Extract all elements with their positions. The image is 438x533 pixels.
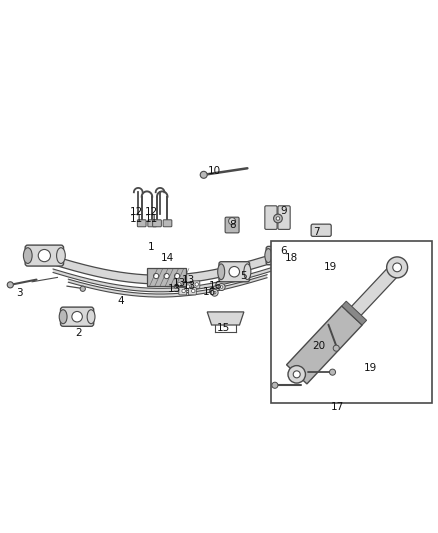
Polygon shape xyxy=(68,274,267,297)
Circle shape xyxy=(272,382,278,389)
Circle shape xyxy=(80,286,85,292)
FancyBboxPatch shape xyxy=(179,287,187,295)
Circle shape xyxy=(333,345,339,351)
FancyBboxPatch shape xyxy=(278,206,290,229)
Polygon shape xyxy=(347,263,402,320)
Circle shape xyxy=(274,214,283,223)
Circle shape xyxy=(195,282,198,286)
Ellipse shape xyxy=(218,264,225,280)
Text: 15: 15 xyxy=(217,322,230,333)
FancyBboxPatch shape xyxy=(138,220,146,227)
Text: 12: 12 xyxy=(129,207,143,217)
Circle shape xyxy=(211,289,218,296)
FancyBboxPatch shape xyxy=(25,245,64,266)
Circle shape xyxy=(387,257,408,278)
Ellipse shape xyxy=(59,310,67,324)
Circle shape xyxy=(153,273,159,279)
Circle shape xyxy=(182,289,185,293)
Ellipse shape xyxy=(87,310,95,324)
Ellipse shape xyxy=(57,248,65,263)
FancyBboxPatch shape xyxy=(311,224,331,236)
FancyBboxPatch shape xyxy=(192,281,200,288)
FancyBboxPatch shape xyxy=(188,287,196,295)
Circle shape xyxy=(72,311,82,322)
Ellipse shape xyxy=(265,248,272,263)
FancyBboxPatch shape xyxy=(174,281,182,288)
Circle shape xyxy=(186,285,190,288)
FancyBboxPatch shape xyxy=(219,262,250,282)
Circle shape xyxy=(200,171,207,179)
FancyBboxPatch shape xyxy=(266,246,298,265)
Text: 12: 12 xyxy=(145,207,158,217)
Bar xyxy=(148,268,186,287)
Polygon shape xyxy=(38,251,283,284)
Text: 13: 13 xyxy=(173,278,186,288)
Circle shape xyxy=(164,273,169,279)
Text: 20: 20 xyxy=(312,341,325,351)
FancyBboxPatch shape xyxy=(60,307,94,326)
Text: 9: 9 xyxy=(280,206,287,216)
Circle shape xyxy=(277,251,288,261)
Polygon shape xyxy=(286,306,362,384)
Circle shape xyxy=(288,366,305,383)
Circle shape xyxy=(293,371,300,378)
Text: 1: 1 xyxy=(148,242,155,252)
Circle shape xyxy=(220,286,223,288)
Text: 16: 16 xyxy=(209,281,222,291)
Circle shape xyxy=(7,282,13,288)
Circle shape xyxy=(174,273,180,279)
FancyBboxPatch shape xyxy=(265,206,277,229)
Text: 5: 5 xyxy=(240,271,246,281)
Circle shape xyxy=(291,253,297,259)
Circle shape xyxy=(218,284,225,290)
Text: 6: 6 xyxy=(280,246,287,256)
FancyBboxPatch shape xyxy=(148,220,156,227)
Text: 19: 19 xyxy=(364,363,377,373)
Circle shape xyxy=(177,282,181,286)
Circle shape xyxy=(213,292,216,294)
Text: 13: 13 xyxy=(168,284,181,294)
Circle shape xyxy=(276,217,280,220)
Text: 11: 11 xyxy=(145,214,158,224)
Bar xyxy=(271,241,432,403)
Text: 10: 10 xyxy=(208,166,221,176)
Polygon shape xyxy=(53,266,276,292)
Ellipse shape xyxy=(244,264,251,280)
Polygon shape xyxy=(342,301,367,325)
Circle shape xyxy=(329,369,336,375)
FancyBboxPatch shape xyxy=(152,220,161,227)
Text: 8: 8 xyxy=(229,220,235,230)
Circle shape xyxy=(319,257,325,263)
Ellipse shape xyxy=(23,248,32,263)
Text: 3: 3 xyxy=(16,288,22,298)
Circle shape xyxy=(38,249,50,262)
Text: 13: 13 xyxy=(183,281,196,291)
Text: 7: 7 xyxy=(314,228,320,237)
Text: 2: 2 xyxy=(75,328,82,338)
Text: 13: 13 xyxy=(182,274,195,285)
Circle shape xyxy=(393,263,402,272)
Circle shape xyxy=(229,217,236,224)
Polygon shape xyxy=(207,312,244,325)
FancyBboxPatch shape xyxy=(225,217,239,233)
Circle shape xyxy=(229,266,240,277)
Text: 4: 4 xyxy=(117,296,124,305)
FancyBboxPatch shape xyxy=(163,220,172,227)
FancyBboxPatch shape xyxy=(183,283,191,290)
Text: 11: 11 xyxy=(129,214,143,224)
Text: 18: 18 xyxy=(284,253,298,263)
Text: 19: 19 xyxy=(324,262,337,272)
Circle shape xyxy=(191,289,195,293)
Text: 17: 17 xyxy=(331,402,344,412)
Text: 14: 14 xyxy=(161,253,174,263)
Text: 16: 16 xyxy=(202,287,215,297)
